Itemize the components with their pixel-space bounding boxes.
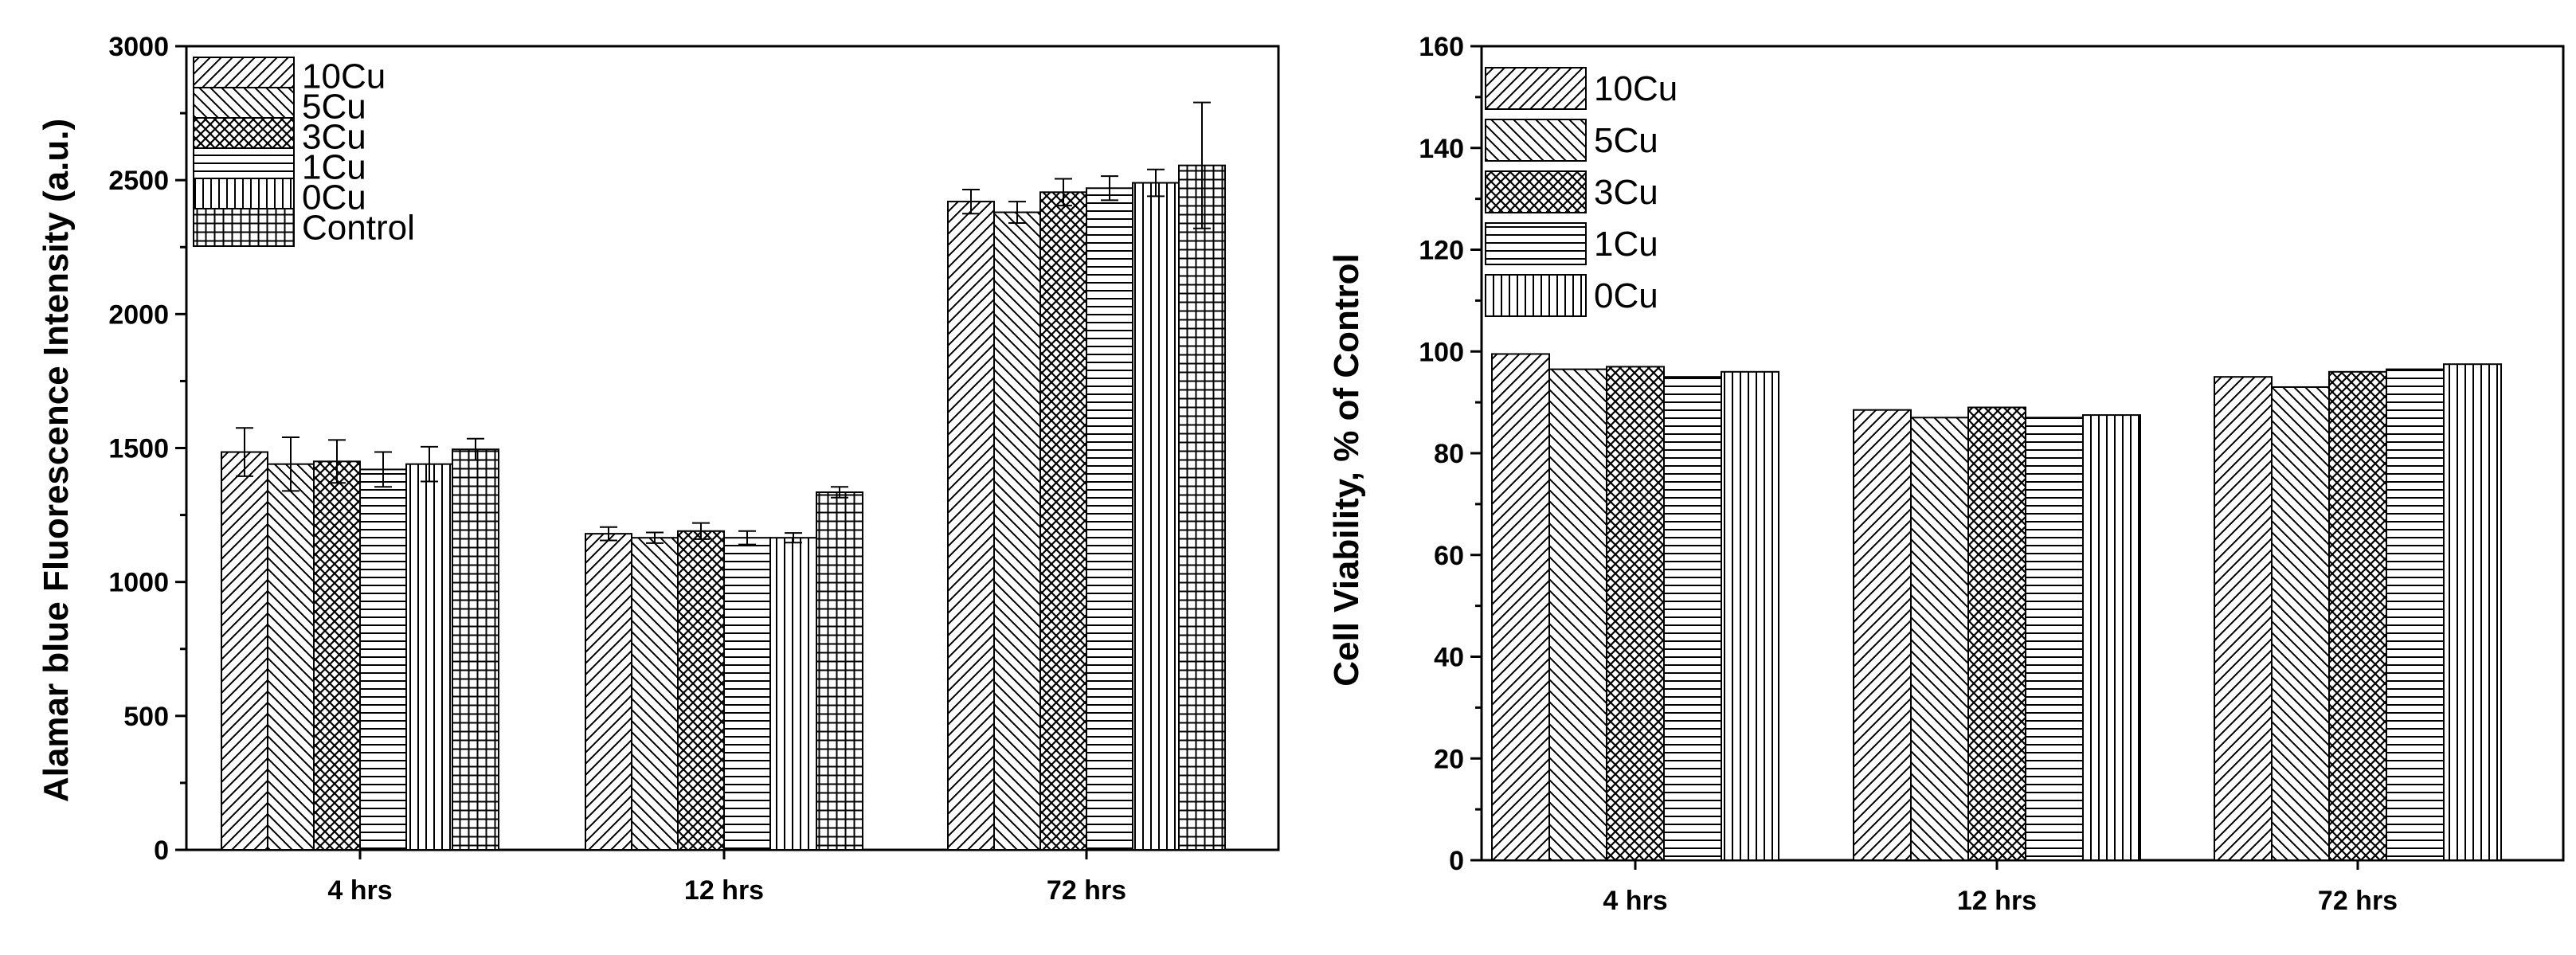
y-tick-label: 140 — [1419, 134, 1464, 164]
bar — [1721, 370, 1779, 861]
legend-swatch — [1485, 119, 1587, 162]
legend: 10Cu 5Cu 3Cu 1Cu 0Cu — [1485, 67, 1678, 317]
bar — [1910, 417, 1969, 861]
x-tick-label: 12 hrs — [1957, 886, 2037, 916]
y-tick-label: 500 — [123, 702, 169, 732]
bar — [221, 451, 268, 851]
bar — [1548, 368, 1607, 861]
bar — [405, 463, 453, 851]
bar — [677, 530, 725, 851]
plot-area-right: 0 20 40 60 80 100 120 140 160 4 hrs 12 hrs 72 hrs 10… — [1419, 32, 2565, 916]
bar — [452, 448, 499, 851]
bar — [631, 537, 679, 851]
legend-label: 5Cu — [1594, 121, 1658, 160]
y-tick-label: 60 — [1434, 541, 1464, 571]
bar — [2214, 376, 2273, 861]
chart-right: Cell Viability, % of Control 0 20 40 60 80 10… — [1327, 32, 2565, 916]
y-tick-label: 120 — [1419, 236, 1464, 266]
x-tick-label: 4 hrs — [327, 875, 392, 906]
bar — [993, 211, 1041, 851]
y-tick-label: 1000 — [108, 568, 169, 598]
bar — [267, 463, 315, 851]
legend-label: 1Cu — [302, 148, 366, 187]
bar — [585, 533, 632, 851]
bar — [2328, 370, 2387, 861]
legend-swatch — [1485, 67, 1587, 110]
legend-swatch — [1485, 222, 1587, 265]
y-tick-label: 1500 — [108, 434, 169, 464]
legend-label: 5Cu — [302, 88, 366, 127]
bar — [947, 201, 995, 851]
y-tick-label: 160 — [1419, 32, 1464, 62]
x-tick-label: 72 hrs — [2318, 886, 2398, 916]
bar — [359, 468, 407, 851]
bar — [313, 460, 361, 851]
bar — [816, 491, 863, 851]
legend-label: 3Cu — [1594, 173, 1658, 212]
bar — [1178, 164, 1226, 851]
plot-area-left: 0 500 1000 1500 2000 2500 3000 4 hrs 12 hrs 72 hr… — [108, 32, 1280, 906]
y-tick-label: 0 — [154, 836, 169, 866]
chart-left: Alamar blue Fluorescence Intensity (a.u.… — [37, 32, 1280, 906]
legend-label: Control — [302, 209, 415, 248]
legend-swatch — [1485, 170, 1587, 213]
bar — [723, 537, 771, 851]
bar — [1967, 406, 2026, 861]
y-tick-label: 2000 — [108, 299, 169, 330]
y-tick-label: 40 — [1434, 643, 1464, 673]
legend-label: 10Cu — [1594, 69, 1678, 108]
y-tick-label: 3000 — [108, 32, 169, 62]
bar — [2386, 368, 2445, 861]
y-axis-title-left: Alamar blue Fluorescence Intensity (a.u.… — [37, 119, 76, 802]
bar — [1132, 182, 1180, 851]
bar — [1663, 376, 1722, 861]
legend-label: 0Cu — [302, 178, 366, 217]
bar — [769, 537, 817, 851]
bar — [1491, 353, 1550, 862]
x-tick-label: 4 hrs — [1603, 886, 1667, 916]
y-tick-label: 20 — [1434, 744, 1464, 774]
legend-swatch — [1485, 274, 1587, 317]
y-tick-label: 0 — [1449, 846, 1464, 876]
bar — [2271, 386, 2330, 861]
y-tick-label: 100 — [1419, 337, 1464, 367]
x-tick-label: 72 hrs — [1047, 875, 1126, 906]
legend-swatch — [193, 208, 295, 247]
legend-label: 3Cu — [302, 118, 366, 157]
bar — [1086, 187, 1133, 851]
y-axis-title-right: Cell Viability, % of Control — [1327, 253, 1366, 687]
bar — [2443, 363, 2502, 861]
y-tick-label: 80 — [1434, 439, 1464, 469]
legend-label: 1Cu — [1594, 225, 1658, 264]
bar — [2025, 417, 2084, 861]
bar — [1039, 191, 1087, 851]
y-tick-label: 2500 — [108, 166, 169, 196]
legend-label: 10Cu — [302, 57, 386, 96]
bar — [1606, 366, 1665, 862]
bar — [2082, 414, 2141, 861]
legend-label: 0Cu — [1594, 276, 1658, 315]
x-tick-label: 12 hrs — [684, 875, 764, 906]
bar — [1853, 409, 1912, 861]
